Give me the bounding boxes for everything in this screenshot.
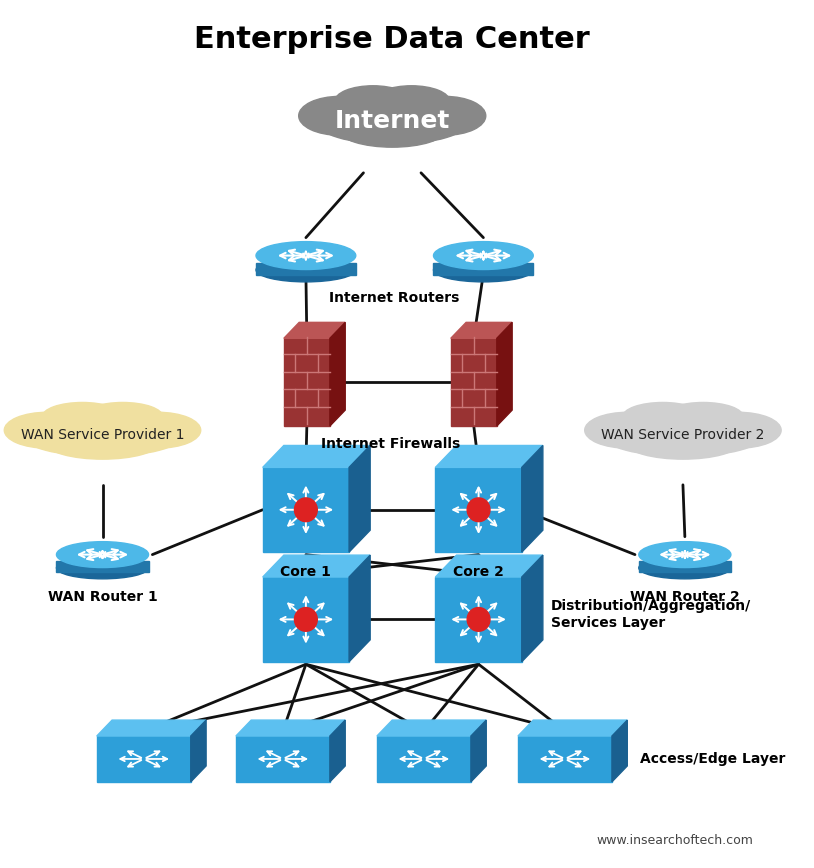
Ellipse shape [639, 557, 731, 579]
Polygon shape [236, 720, 345, 736]
Circle shape [295, 498, 317, 522]
Text: WAN Service Provider 2: WAN Service Provider 2 [602, 428, 764, 442]
Polygon shape [612, 720, 628, 782]
Text: Core 2: Core 2 [453, 564, 504, 579]
Polygon shape [377, 736, 471, 782]
Ellipse shape [56, 542, 148, 568]
Ellipse shape [82, 403, 163, 431]
Polygon shape [518, 736, 612, 782]
Polygon shape [263, 467, 349, 552]
Polygon shape [349, 445, 370, 552]
Circle shape [467, 608, 490, 631]
Ellipse shape [584, 412, 671, 448]
Polygon shape [435, 445, 543, 467]
Polygon shape [330, 720, 345, 782]
Polygon shape [236, 736, 330, 782]
Text: Access/Edge Layer: Access/Edge Layer [640, 752, 786, 766]
Text: Internet: Internet [335, 109, 450, 133]
Polygon shape [97, 720, 206, 736]
Polygon shape [97, 736, 190, 782]
Ellipse shape [695, 412, 781, 448]
Polygon shape [497, 322, 512, 426]
Circle shape [295, 608, 317, 631]
Polygon shape [330, 322, 345, 426]
Polygon shape [434, 262, 533, 274]
Text: Distribution/Aggregation/
Services Layer: Distribution/Aggregation/ Services Layer [550, 599, 751, 629]
Ellipse shape [373, 86, 450, 117]
Polygon shape [349, 556, 370, 661]
Ellipse shape [42, 403, 123, 431]
Ellipse shape [56, 557, 148, 579]
Ellipse shape [115, 412, 201, 448]
Ellipse shape [623, 403, 703, 431]
Polygon shape [639, 561, 731, 572]
Polygon shape [256, 262, 356, 274]
Text: WAN Router 1: WAN Router 1 [48, 589, 157, 603]
Text: www.insearchoftech.com: www.insearchoftech.com [597, 833, 754, 846]
Polygon shape [284, 322, 345, 339]
Text: Enterprise Data Center: Enterprise Data Center [195, 25, 590, 54]
Text: WAN Router 2: WAN Router 2 [630, 589, 740, 603]
Ellipse shape [339, 114, 445, 148]
Ellipse shape [335, 86, 411, 117]
Polygon shape [263, 445, 370, 467]
Ellipse shape [299, 96, 380, 135]
Ellipse shape [47, 428, 158, 459]
Polygon shape [451, 339, 497, 426]
Ellipse shape [256, 258, 356, 282]
Ellipse shape [663, 403, 743, 431]
Text: Internet Routers: Internet Routers [330, 292, 460, 306]
Polygon shape [190, 720, 206, 782]
Ellipse shape [256, 241, 356, 270]
Polygon shape [377, 720, 486, 736]
Polygon shape [435, 467, 522, 552]
Polygon shape [522, 556, 543, 661]
Circle shape [467, 498, 490, 522]
Polygon shape [451, 322, 512, 339]
Ellipse shape [316, 98, 469, 144]
Ellipse shape [405, 96, 486, 135]
Polygon shape [56, 561, 148, 572]
Polygon shape [284, 339, 330, 426]
Ellipse shape [602, 413, 764, 457]
Text: Internet Firewalls: Internet Firewalls [321, 437, 460, 451]
Polygon shape [522, 445, 543, 552]
Polygon shape [518, 720, 628, 736]
Ellipse shape [4, 412, 90, 448]
Text: Core 1: Core 1 [281, 564, 331, 579]
Polygon shape [435, 556, 543, 577]
Polygon shape [263, 577, 349, 661]
Ellipse shape [639, 542, 731, 568]
Ellipse shape [628, 428, 738, 459]
Text: WAN Service Provider 1: WAN Service Provider 1 [20, 428, 184, 442]
Polygon shape [263, 556, 370, 577]
Polygon shape [471, 720, 486, 782]
Polygon shape [435, 577, 522, 661]
Ellipse shape [22, 413, 183, 457]
Ellipse shape [434, 241, 533, 270]
Ellipse shape [434, 258, 533, 282]
